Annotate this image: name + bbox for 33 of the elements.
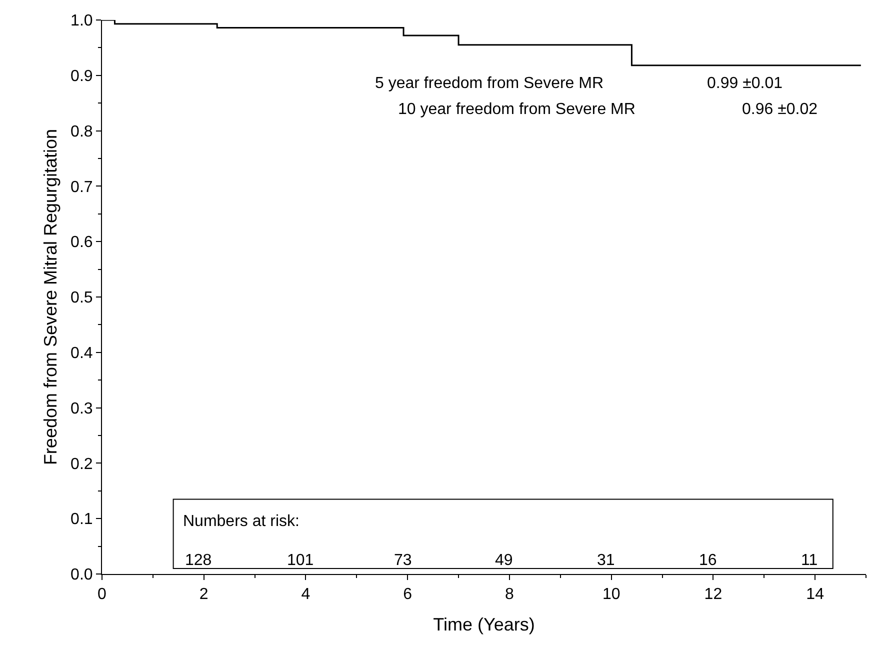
annotation: 5 year freedom from Severe MR [375,75,604,92]
y-tick-label: 0.3 [70,400,93,418]
annotation: 73 [394,552,412,569]
y-tick-label: 0.4 [70,345,93,362]
y-tick-label: 0.1 [70,511,93,528]
x-tick-label: 0 [98,586,107,604]
x-axis-title: Time (Years) [433,614,535,634]
x-tick-label: 14 [806,586,824,604]
annotation: 0.99 ±0.01 [707,75,783,92]
x-tick-label: 4 [301,586,310,604]
y-tick-label: 0.0 [70,566,93,584]
y-tick-label: 0.5 [70,290,93,307]
x-tick-label: 12 [704,586,722,604]
annotation: 128 [185,552,212,569]
annotation: 16 [699,552,717,569]
annotation: 11 [801,552,818,569]
annotation: Numbers at risk: [183,513,300,530]
annotation: 0.96 ±0.02 [742,101,818,118]
annotation: 31 [597,552,615,569]
x-tick-label: 2 [199,586,208,604]
y-tick-label: 0.6 [70,234,93,252]
annotation: 49 [495,552,513,569]
y-tick-label: 0.8 [70,123,93,140]
annotation: 101 [287,552,314,569]
x-tick-label: 8 [505,586,514,604]
x-tick-label: 6 [403,586,412,604]
annotation: 10 year freedom from Severe MR [398,101,636,118]
y-axis-title: Freedom from Severe Mitral Regurgitation [40,128,61,466]
y-tick-label: 0.2 [70,456,93,473]
y-tick-label: 0.7 [70,178,93,196]
y-tick-label: 1.0 [70,12,93,30]
y-tick-label: 0.9 [70,68,93,85]
x-tick-label: 10 [602,586,620,604]
